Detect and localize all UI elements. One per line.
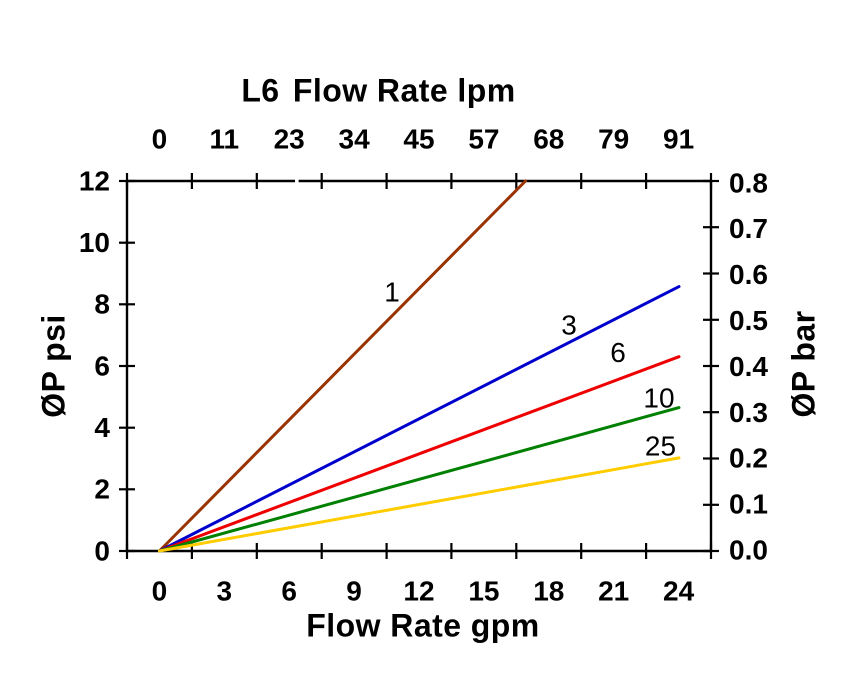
svg-text:0.4: 0.4 — [729, 351, 768, 382]
svg-text:6: 6 — [94, 350, 110, 381]
svg-text:0: 0 — [152, 124, 168, 155]
svg-text:23: 23 — [274, 124, 305, 155]
svg-text:Flow Rate gpm: Flow Rate gpm — [306, 608, 539, 644]
svg-text:0.3: 0.3 — [729, 397, 768, 428]
svg-text:25: 25 — [645, 431, 676, 462]
svg-text:57: 57 — [468, 124, 499, 155]
svg-text:8: 8 — [94, 289, 110, 320]
svg-text:34: 34 — [339, 124, 371, 155]
svg-text:15: 15 — [468, 576, 499, 607]
svg-text:68: 68 — [533, 124, 564, 155]
svg-text:10: 10 — [643, 383, 674, 414]
svg-text:11: 11 — [209, 124, 239, 155]
svg-text:18: 18 — [533, 576, 564, 607]
svg-text:0.8: 0.8 — [729, 167, 768, 198]
svg-text:0.2: 0.2 — [729, 443, 768, 474]
svg-text:6: 6 — [610, 337, 626, 368]
svg-text:24: 24 — [663, 576, 695, 607]
svg-text:9: 9 — [346, 576, 362, 607]
svg-text:45: 45 — [403, 124, 434, 155]
svg-text:10: 10 — [79, 227, 110, 258]
svg-text:4: 4 — [94, 412, 110, 443]
svg-text:3: 3 — [561, 310, 577, 341]
svg-text:12: 12 — [79, 165, 110, 196]
svg-text:0: 0 — [152, 576, 168, 607]
svg-text:21: 21 — [598, 576, 629, 607]
svg-text:0.5: 0.5 — [729, 305, 768, 336]
svg-text:ØP bar: ØP bar — [786, 310, 822, 417]
svg-text:91: 91 — [663, 124, 694, 155]
svg-text:2: 2 — [94, 474, 110, 505]
svg-text:12: 12 — [403, 576, 434, 607]
svg-text:L6 Flow Rate lpm: L6 Flow Rate lpm — [241, 73, 515, 109]
svg-text:79: 79 — [598, 124, 629, 155]
svg-text:0.0: 0.0 — [729, 535, 768, 566]
svg-text:0.1: 0.1 — [729, 489, 768, 520]
svg-text:0: 0 — [94, 535, 110, 566]
svg-text:6: 6 — [281, 576, 297, 607]
svg-text:ØP psi: ØP psi — [36, 314, 72, 417]
svg-text:1: 1 — [384, 277, 400, 308]
svg-text:0.7: 0.7 — [729, 213, 768, 244]
svg-text:0.6: 0.6 — [729, 259, 768, 290]
svg-text:3: 3 — [217, 576, 233, 607]
